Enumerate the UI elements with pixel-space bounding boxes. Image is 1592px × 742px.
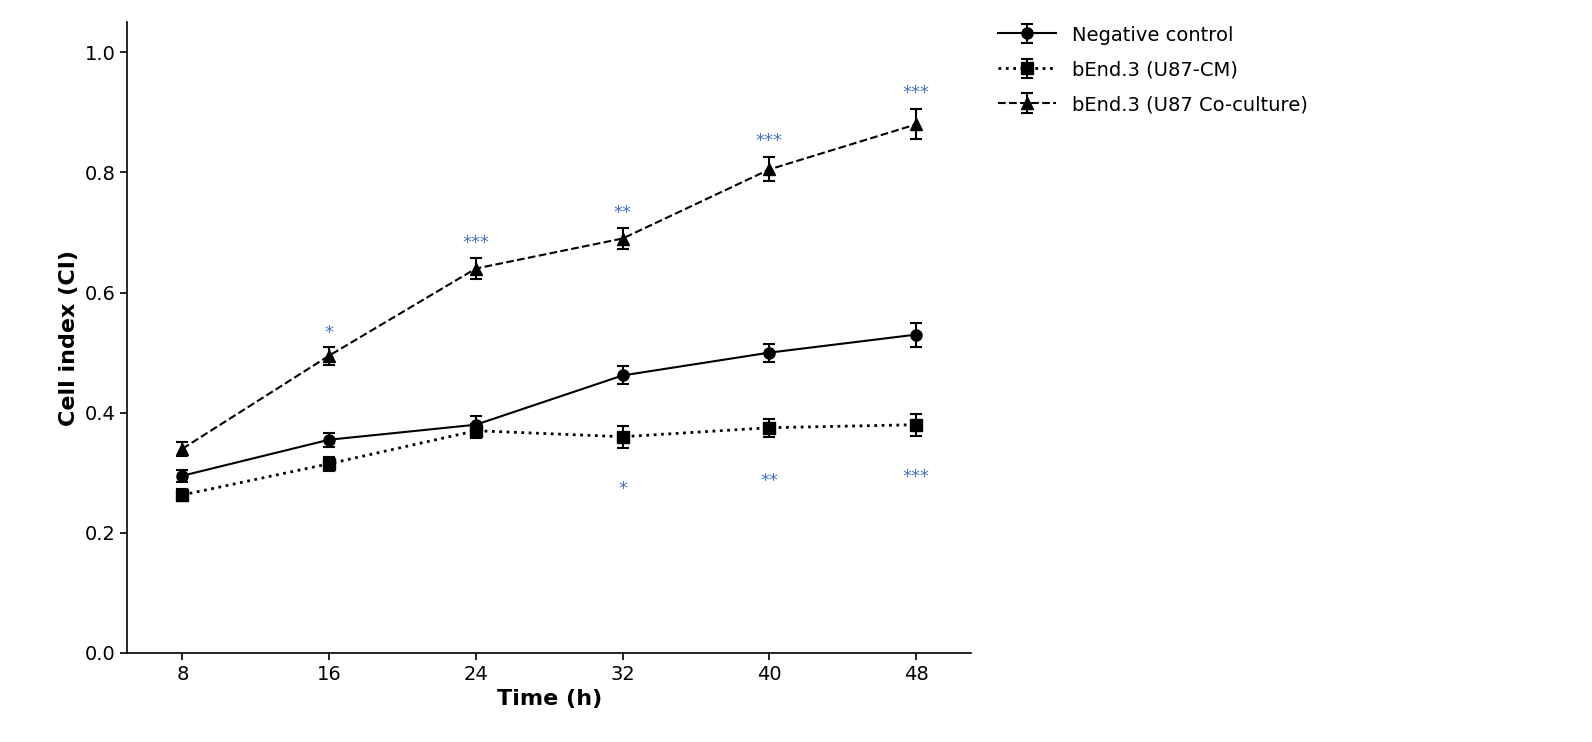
Legend: Negative control, bEnd.3 (U87-CM), bEnd.3 (U87 Co-culture): Negative control, bEnd.3 (U87-CM), bEnd.… [998,26,1307,115]
Text: *: * [618,480,627,498]
Y-axis label: Cell index (CI): Cell index (CI) [59,249,80,426]
Text: ***: *** [462,234,489,252]
Text: ***: *** [903,84,930,102]
Text: **: ** [761,472,778,490]
Text: *: * [325,324,334,342]
X-axis label: Time (h): Time (h) [497,689,602,709]
Text: **: ** [613,204,632,222]
Text: ***: *** [903,468,930,486]
Text: ***: *** [756,131,783,150]
